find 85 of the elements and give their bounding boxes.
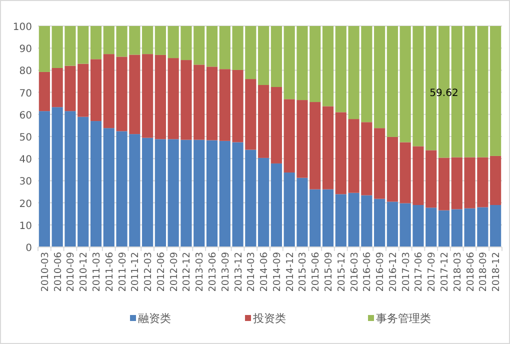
x-tick-label: 2015-06 bbox=[310, 252, 322, 292]
x-tick-label: 2016-12 bbox=[388, 252, 399, 292]
y-tick-label: 0 bbox=[26, 243, 32, 254]
y-tick-label: 40 bbox=[19, 154, 32, 166]
x-tick-label: 2015-03 bbox=[298, 252, 309, 292]
bar bbox=[206, 66, 218, 140]
x-tick-label: 2018-12 bbox=[491, 252, 502, 292]
bar bbox=[90, 59, 102, 122]
x-tick-label: 2014-09 bbox=[272, 252, 283, 292]
bar bbox=[38, 72, 50, 112]
x-tick-label: 2012-06 bbox=[156, 252, 167, 292]
y-tick-label: 50 bbox=[19, 132, 32, 144]
bar bbox=[258, 158, 270, 247]
x-tick-label: 2011-09 bbox=[117, 252, 128, 292]
x-tick-label: 2013-06 bbox=[208, 252, 218, 292]
x-tick-label: 2012-03 bbox=[143, 252, 154, 292]
bar bbox=[270, 163, 282, 247]
bar bbox=[154, 26, 166, 55]
bar bbox=[374, 198, 386, 247]
bar bbox=[322, 26, 334, 106]
bar bbox=[142, 138, 154, 247]
x-tick-label: 2018-09 bbox=[478, 252, 490, 292]
y-tick-label: 60 bbox=[19, 110, 32, 122]
legend-label: 投资类 bbox=[252, 312, 286, 325]
x-tick-label: 2010-09 bbox=[66, 252, 77, 292]
bar bbox=[38, 26, 50, 72]
y-tick-label: 100 bbox=[12, 22, 32, 33]
x-tick-label: 2015-09 bbox=[324, 252, 334, 292]
y-tick-label: 90 bbox=[19, 44, 32, 56]
y-tick-label: 10 bbox=[19, 220, 32, 232]
bar bbox=[142, 54, 154, 138]
bar bbox=[374, 26, 386, 128]
bar bbox=[142, 26, 154, 54]
bar bbox=[438, 158, 450, 210]
x-tick-label: 2011-03 bbox=[92, 252, 102, 292]
y-tick-label: 70 bbox=[19, 88, 32, 100]
x-tick-label: 2012-12 bbox=[182, 252, 193, 292]
x-tick-label: 2014-06 bbox=[259, 252, 270, 292]
bar bbox=[90, 26, 102, 60]
bar bbox=[490, 156, 502, 206]
x-tick-label: 2010-06 bbox=[52, 252, 64, 292]
x-tick-label: 2013-03 bbox=[194, 252, 206, 292]
x-tick-label: 2011-12 bbox=[130, 252, 142, 292]
bar bbox=[258, 85, 270, 158]
x-tick-label: 2018-03 bbox=[452, 252, 464, 292]
legend-label: 事务管理类 bbox=[376, 312, 431, 325]
y-tick-label: 80 bbox=[19, 66, 32, 78]
x-tick-label: 2016-06 bbox=[362, 252, 374, 292]
bar bbox=[38, 111, 50, 247]
bar bbox=[258, 26, 270, 86]
x-tick-label: 2011-06 bbox=[104, 252, 116, 292]
bar bbox=[386, 136, 398, 202]
bar bbox=[322, 106, 334, 190]
x-tick-label: 2017-06 bbox=[414, 252, 425, 292]
y-tick-label: 30 bbox=[19, 176, 32, 188]
x-tick-label: 2017-09 bbox=[426, 252, 438, 292]
x-tick-label: 2014-03 bbox=[246, 252, 258, 292]
bar bbox=[154, 54, 166, 140]
x-tick-label: 2010-12 bbox=[78, 252, 90, 292]
x-tick-label: 2014-12 bbox=[284, 252, 296, 292]
bar bbox=[438, 210, 450, 247]
bar bbox=[374, 128, 386, 199]
bar bbox=[90, 121, 102, 247]
bar bbox=[490, 26, 502, 156]
bar bbox=[154, 139, 166, 247]
bar bbox=[386, 202, 398, 247]
x-tick-label: 2018-06 bbox=[465, 252, 476, 292]
bar bbox=[270, 26, 282, 87]
x-tick-label: 2013-12 bbox=[233, 252, 244, 292]
x-tick-label: 2010-03 bbox=[40, 252, 51, 292]
x-tick-label: 2016-09 bbox=[375, 252, 386, 292]
x-tick-label: 2017-03 bbox=[400, 252, 412, 292]
bar bbox=[206, 140, 218, 247]
x-tick-label: 2017-12 bbox=[440, 252, 450, 292]
bar bbox=[490, 205, 502, 247]
x-tick-label: 2016-03 bbox=[349, 252, 360, 292]
bar bbox=[206, 26, 218, 67]
x-tick-label: 2012-09 bbox=[168, 252, 180, 292]
bar bbox=[270, 86, 282, 164]
x-tick-label: 2013-09 bbox=[220, 252, 232, 292]
legend-label: 融资类 bbox=[138, 312, 171, 325]
x-tick-label: 2015-12 bbox=[336, 252, 348, 292]
bar bbox=[386, 26, 398, 137]
bar bbox=[322, 189, 334, 247]
y-tick-label: 20 bbox=[19, 198, 32, 210]
